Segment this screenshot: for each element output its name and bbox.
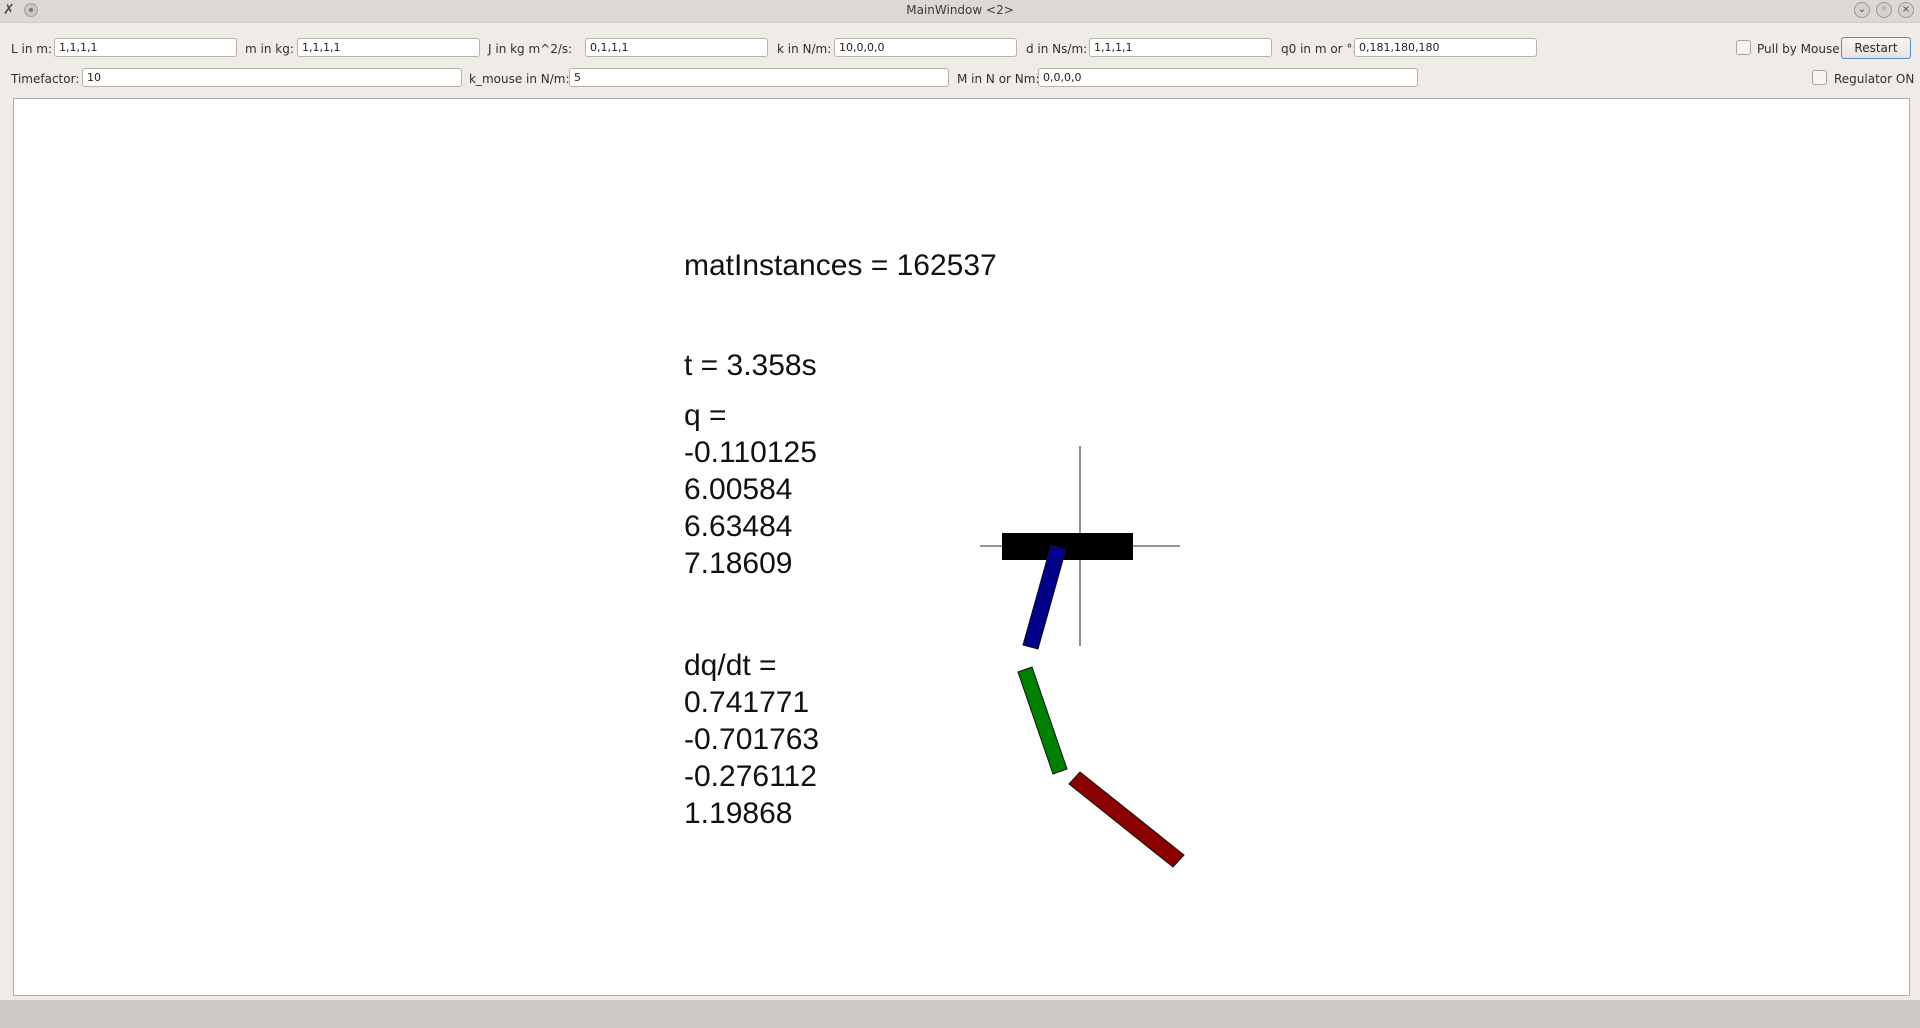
timefactor-input[interactable] (82, 68, 462, 87)
parameter-row-2: Timefactor: k_mouse in N/m: M in N or Nm… (0, 67, 1920, 89)
damping-input[interactable] (1089, 38, 1272, 57)
inertia-label: J in kg m^2/s: (488, 42, 573, 56)
maximize-icon[interactable]: ◦ (1876, 2, 1892, 18)
stiffness-input[interactable] (834, 38, 1017, 57)
timefactor-label: Timefactor: (11, 72, 80, 86)
dq-value-4: 1.19868 (684, 797, 793, 830)
dq-header: dq/dt = (684, 649, 777, 682)
q-value-2: 6.00584 (684, 473, 793, 506)
close-icon[interactable]: × (1898, 2, 1914, 18)
parameter-row-1: L in m: m in kg: J in kg m^2/s: k in N/m… (0, 37, 1920, 59)
cart-block (1002, 533, 1133, 560)
link-2-green (1017, 666, 1068, 775)
regulator-checkbox[interactable] (1812, 70, 1827, 85)
dq-value-3: -0.276112 (684, 760, 817, 793)
status-bar (0, 1000, 1920, 1028)
damping-label: d in Ns/m: (1026, 42, 1088, 56)
length-label: L in m: (11, 42, 52, 56)
restart-button[interactable]: Restart (1841, 37, 1911, 59)
pull-by-mouse-checkbox[interactable] (1736, 40, 1751, 55)
external-force-label: M in N or Nm: (957, 72, 1040, 86)
mass-label: m in kg: (245, 42, 294, 56)
simulation-canvas[interactable]: matInstances = 162537 t = 3.358s q = -0.… (13, 98, 1910, 996)
mouse-stiffness-label: k_mouse in N/m: (469, 72, 570, 86)
inertia-input[interactable] (585, 38, 768, 57)
dq-value-1: 0.741771 (684, 686, 810, 719)
length-input[interactable] (54, 38, 237, 57)
app-x-icon[interactable]: ✗ (3, 2, 15, 18)
q-header: q = (684, 399, 727, 432)
external-force-input[interactable] (1038, 68, 1418, 87)
title-bar: ✗ MainWindow <2> ⌄ ◦ × (0, 0, 1920, 23)
regulator-label[interactable]: Regulator ON (1834, 72, 1915, 86)
pendulum-drawing (980, 446, 1185, 868)
q-value-3: 6.63484 (684, 510, 793, 543)
mouse-stiffness-input[interactable] (569, 68, 949, 87)
dq-value-2: -0.701763 (684, 723, 820, 756)
stiffness-label: k in N/m: (777, 42, 832, 56)
time-text: t = 3.358s (684, 349, 817, 382)
initial-state-label: q0 in m or °: (1281, 42, 1357, 56)
mat-instances-text: matInstances = 162537 (684, 249, 997, 282)
q-value-1: -0.110125 (684, 436, 817, 469)
window-title: MainWindow <2> (906, 3, 1014, 17)
initial-state-input[interactable] (1354, 38, 1537, 57)
window-menu-icon[interactable] (24, 3, 38, 17)
pull-by-mouse-label[interactable]: Pull by Mouse (1757, 42, 1840, 56)
link-3-red (1068, 771, 1185, 868)
mass-input[interactable] (297, 38, 480, 57)
q-value-4: 7.18609 (684, 547, 793, 580)
minimize-icon[interactable]: ⌄ (1854, 2, 1870, 18)
link-1-blue (1022, 544, 1067, 650)
